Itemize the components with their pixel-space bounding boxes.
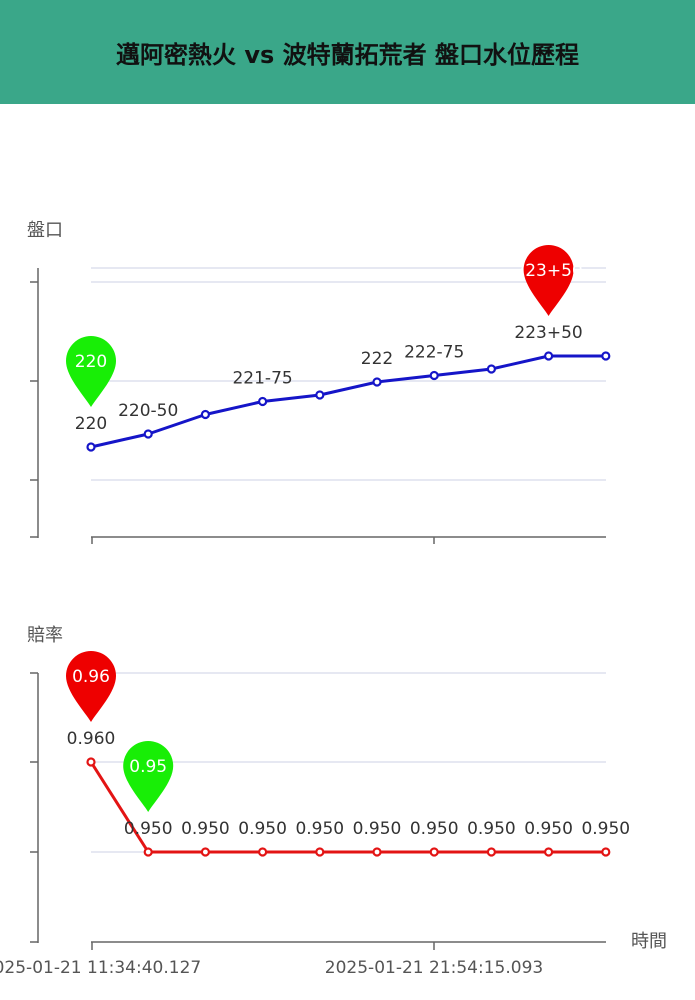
odds-data-label: 0.960 bbox=[67, 729, 116, 749]
handicap-data-label: 221-75 bbox=[232, 369, 292, 389]
handicap-max-marker bbox=[523, 245, 574, 316]
odds-data-label: 0.950 bbox=[467, 819, 516, 839]
odds-point bbox=[86, 757, 96, 767]
odds-min-marker-label: 0.95 bbox=[129, 757, 167, 777]
odds-line bbox=[89, 761, 606, 854]
charts-area: 盤口 220 220-50 221-75 222 222-75 223+50 220 223+… bbox=[0, 220, 667, 978]
odds-max-marker bbox=[66, 651, 116, 722]
odds-point bbox=[258, 847, 268, 857]
handicap-series: 220 220-50 221-75 222 222-75 223+50 220 223+50 bbox=[66, 245, 611, 452]
odds-point bbox=[486, 847, 496, 857]
odds-point bbox=[200, 847, 210, 857]
odds-data-label: 0.950 bbox=[295, 819, 344, 839]
handicap-max-marker-label: 223+50 bbox=[514, 261, 582, 281]
odds-data-label: 0.950 bbox=[238, 819, 287, 839]
x-tick-label: 2025-01-21 11:34:40.127 bbox=[0, 958, 201, 978]
x-tick-label: 2025-01-21 21:54:15.093 bbox=[325, 958, 543, 978]
odds-max-marker-label: 0.96 bbox=[72, 667, 110, 687]
odds-chart: 賠率 時間 2025-01-21 11:34:40.127 2025-01-21… bbox=[0, 625, 667, 978]
odds-min-marker bbox=[123, 740, 174, 812]
handicap-point bbox=[315, 390, 325, 400]
odds-point bbox=[372, 847, 382, 857]
odds-y-title: 賠率 bbox=[27, 625, 63, 646]
handicap-line bbox=[90, 354, 606, 449]
handicap-point bbox=[86, 442, 96, 452]
handicap-point bbox=[143, 429, 153, 439]
x-axis-title: 時間 bbox=[631, 931, 667, 952]
odds-point bbox=[543, 847, 554, 857]
odds-data-label: 0.950 bbox=[410, 819, 459, 839]
handicap-point bbox=[543, 351, 554, 361]
handicap-point bbox=[258, 396, 268, 407]
handicap-data-label: 223+50 bbox=[514, 323, 582, 343]
header-bar: 邁阿密熱火 vs 波特蘭拓荒者 盤口水位歷程 bbox=[0, 0, 695, 104]
odds-point bbox=[315, 847, 325, 857]
handicap-y-title: 盤口 bbox=[27, 220, 63, 241]
odds-point bbox=[601, 847, 611, 857]
odds-data-label: 0.950 bbox=[124, 819, 173, 839]
odds-data-label: 0.950 bbox=[581, 819, 630, 839]
odds-data-label: 0.950 bbox=[524, 819, 573, 839]
handicap-chart: 盤口 220 220-50 221-75 222 222-75 223+50 220 223+… bbox=[27, 220, 611, 544]
handicap-data-label: 222 bbox=[361, 349, 393, 369]
odds-point bbox=[143, 847, 153, 857]
odds-data-label: 0.950 bbox=[181, 819, 230, 839]
handicap-data-label: 222-75 bbox=[404, 343, 464, 363]
handicap-point bbox=[486, 364, 496, 374]
handicap-min-marker-label: 220 bbox=[75, 352, 107, 372]
odds-point bbox=[429, 847, 439, 857]
handicap-point bbox=[429, 370, 439, 381]
handicap-data-label: 220-50 bbox=[118, 401, 178, 421]
handicap-point bbox=[372, 377, 382, 387]
handicap-data-label: 220 bbox=[75, 414, 107, 434]
handicap-min-marker bbox=[66, 336, 116, 407]
handicap-point bbox=[601, 351, 611, 361]
odds-data-label: 0.950 bbox=[353, 819, 402, 839]
page-title: 邁阿密熱火 vs 波特蘭拓荒者 盤口水位歷程 bbox=[116, 40, 579, 69]
handicap-point bbox=[200, 409, 210, 420]
